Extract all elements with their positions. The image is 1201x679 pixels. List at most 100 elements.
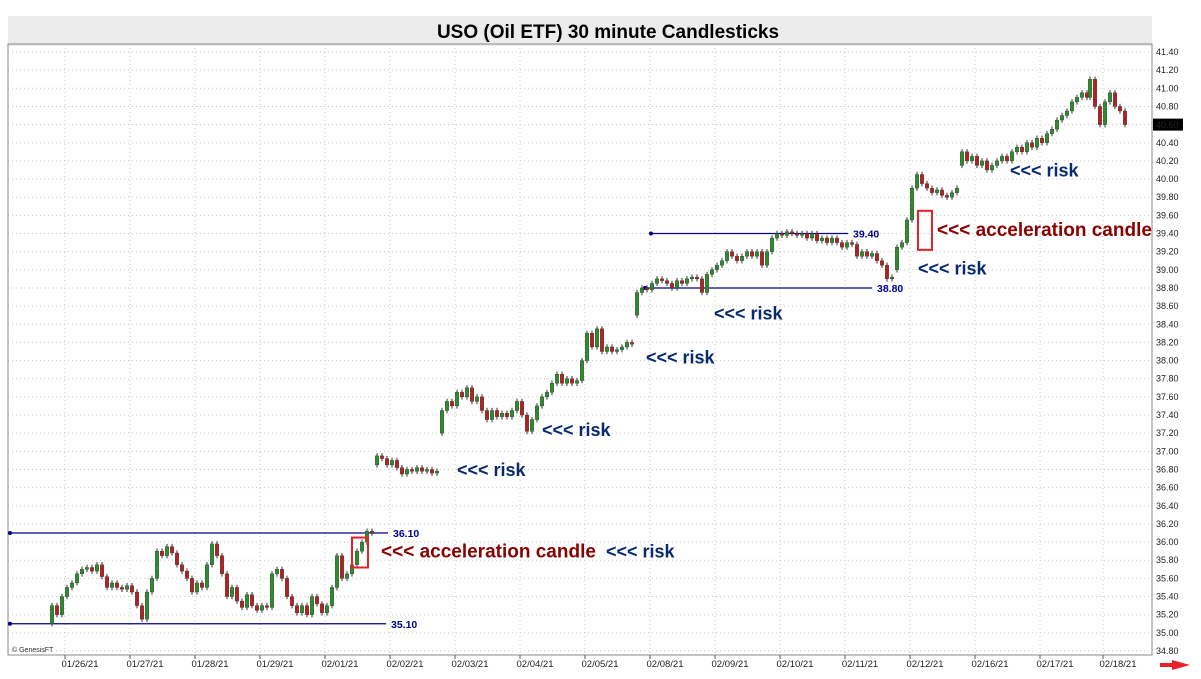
- y-tick-label: 41.00: [1156, 83, 1179, 93]
- candle: [1080, 92, 1084, 98]
- candle: [455, 392, 459, 407]
- x-tick-label: 02/17/21: [1037, 659, 1074, 670]
- candle: [120, 587, 124, 590]
- candle: [260, 605, 264, 611]
- candle: [985, 160, 989, 171]
- candle: [510, 410, 514, 417]
- candle: [605, 346, 609, 352]
- candle: [230, 587, 234, 597]
- candle: [1005, 156, 1009, 162]
- candle: [440, 410, 444, 434]
- y-tick-label: 36.60: [1156, 483, 1179, 493]
- candle: [460, 392, 464, 398]
- candle: [405, 469, 409, 475]
- y-tick-label: 39.00: [1156, 265, 1179, 275]
- candle: [280, 569, 284, 579]
- candle: [415, 467, 419, 472]
- candle: [225, 573, 229, 597]
- candle: [720, 260, 724, 266]
- candle: [275, 569, 279, 575]
- candle: [835, 237, 839, 243]
- level-label: 36.10: [393, 528, 419, 540]
- x-tick-label: 01/26/21: [62, 659, 99, 670]
- candle: [450, 401, 454, 407]
- candle: [615, 349, 619, 352]
- last-price-box: [1153, 118, 1183, 131]
- y-tick-label: 35.20: [1156, 610, 1179, 620]
- candle: [70, 582, 74, 588]
- candle: [80, 569, 84, 575]
- candle: [775, 233, 779, 239]
- candle: [1045, 133, 1049, 143]
- candle: [165, 546, 169, 556]
- candle: [1070, 101, 1074, 112]
- y-tick-label: 37.60: [1156, 392, 1179, 402]
- candle: [535, 405, 539, 420]
- candle: [885, 265, 889, 280]
- candle: [435, 471, 439, 474]
- candle: [690, 276, 694, 280]
- candle: [1010, 151, 1014, 162]
- y-tick-label: 35.80: [1156, 555, 1179, 565]
- candle: [780, 233, 784, 236]
- x-tick-label: 02/09/21: [712, 659, 749, 670]
- candle: [915, 174, 919, 189]
- candle: [1020, 147, 1024, 152]
- candle: [1035, 138, 1039, 148]
- x-tick-label: 01/29/21: [257, 659, 294, 670]
- candle: [1065, 110, 1069, 116]
- candle: [285, 578, 289, 597]
- x-tick-label: 02/12/21: [907, 659, 944, 670]
- candle: [495, 410, 499, 417]
- candle: [730, 251, 734, 257]
- y-tick-label: 36.40: [1156, 501, 1179, 511]
- candle: [1040, 138, 1044, 143]
- candle: [380, 455, 384, 459]
- y-tick-label: 36.20: [1156, 519, 1179, 529]
- candle: [860, 251, 864, 257]
- chart-title: USO (Oil ETF) 30 minute Candlesticks: [437, 22, 779, 43]
- candle: [550, 383, 554, 393]
- candle: [345, 573, 349, 579]
- candle: [960, 151, 964, 166]
- candle: [295, 605, 299, 614]
- annotations: <<< acceleration candle <<< risk <<< risk <…: [381, 160, 1152, 562]
- candle: [975, 156, 979, 166]
- risk-annotation: <<< risk: [646, 347, 716, 367]
- candle: [630, 342, 634, 345]
- candle: [875, 253, 879, 261]
- y-tick-label: 38.40: [1156, 319, 1179, 329]
- risk-annotation: <<< risk: [1010, 160, 1080, 180]
- candle: [85, 567, 89, 570]
- candle: [575, 380, 579, 384]
- candle: [410, 469, 414, 472]
- candle: [1093, 79, 1097, 107]
- candle: [470, 387, 474, 402]
- candle: [265, 605, 269, 608]
- candle: [200, 582, 204, 588]
- y-tick-label: 38.80: [1156, 283, 1179, 293]
- candle: [825, 237, 829, 243]
- x-tick-label: 01/28/21: [192, 659, 229, 670]
- candle: [665, 280, 669, 284]
- candle: [50, 605, 54, 624]
- candle: [530, 419, 534, 432]
- y-tick-label: 34.80: [1156, 646, 1179, 656]
- candle: [235, 587, 239, 602]
- candle: [150, 578, 154, 593]
- candle: [155, 551, 159, 579]
- candle: [655, 278, 659, 284]
- candle: [515, 401, 519, 411]
- candle: [955, 187, 959, 193]
- candle: [620, 346, 624, 350]
- scroll-right-arrow[interactable]: [1160, 660, 1190, 670]
- y-tick-label: 37.80: [1156, 374, 1179, 384]
- x-tick-label: 02/05/21: [582, 659, 619, 670]
- candle: [360, 541, 364, 552]
- candle: [1118, 106, 1122, 112]
- candle: [1103, 101, 1107, 125]
- candle: [670, 283, 674, 289]
- candle: [685, 278, 689, 284]
- candle: [390, 460, 394, 466]
